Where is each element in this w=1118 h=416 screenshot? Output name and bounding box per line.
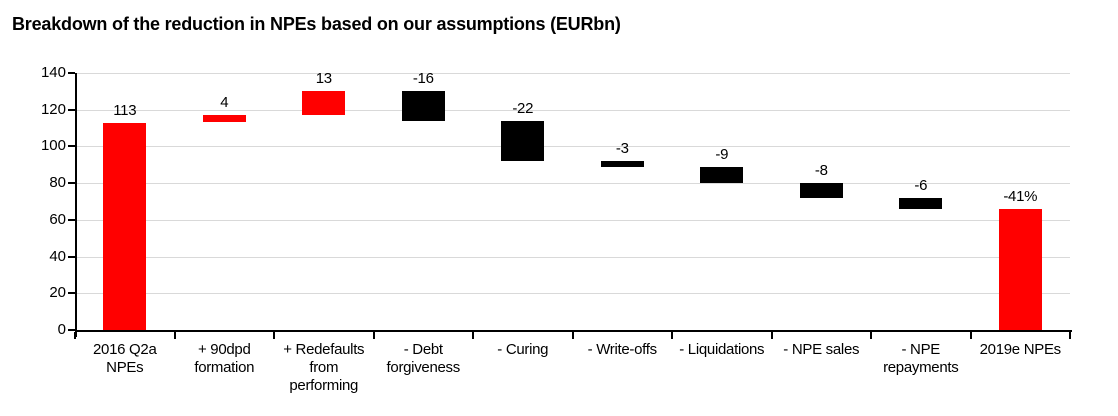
x-axis-category-label: + 90dpd formation [194, 341, 255, 376]
x-axis-tick [571, 332, 574, 339]
bar-value-label: -6 [914, 176, 928, 194]
x-axis-tick [74, 332, 76, 339]
gridline [75, 73, 1070, 74]
waterfall-bar-segment [103, 122, 147, 330]
x-axis-category-label: 2016 Q2a NPEs [93, 341, 157, 376]
bar-value-label: 113 [113, 101, 137, 119]
y-axis-tick-label: 0 [57, 321, 66, 338]
x-axis-category-label: + Redefaults from performing [283, 341, 365, 394]
x-axis-category-label: - Curing [497, 341, 549, 358]
waterfall-bar-segment [998, 208, 1042, 330]
y-axis-tick [68, 329, 75, 331]
x-axis-category-label: - NPE repayments [883, 341, 959, 376]
gridline [75, 220, 1070, 221]
gridline [75, 293, 1070, 294]
bar-value-label: -16 [412, 70, 434, 88]
y-axis-tick-label: 120 [40, 101, 66, 118]
gridline [75, 183, 1070, 184]
x-axis-tick [273, 332, 275, 339]
y-axis-tick [68, 72, 75, 74]
y-axis-tick-label: 60 [49, 211, 66, 228]
waterfall-bar-segment [202, 115, 246, 123]
waterfall-bar-segment [899, 197, 943, 209]
x-axis-tick [671, 332, 673, 339]
x-axis-line [75, 330, 1072, 332]
y-axis-tick [68, 182, 75, 184]
waterfall-bar-segment [799, 183, 843, 198]
x-axis-tick [173, 332, 176, 339]
y-axis-tick [68, 219, 75, 221]
bar-value-label: -9 [715, 145, 729, 163]
bar-value-label: 13 [315, 70, 332, 88]
bar-value-label: -3 [615, 140, 629, 158]
waterfall-bar-segment [302, 91, 346, 116]
x-axis-category-label: - Write-offs [587, 341, 658, 358]
chart-title: Breakdown of the reduction in NPEs based… [12, 14, 621, 34]
y-axis-tick [68, 256, 75, 258]
y-axis-tick [68, 109, 75, 111]
bar-value-label: -22 [512, 99, 534, 117]
y-axis-tick-label: 40 [49, 248, 66, 265]
y-axis-tick [68, 145, 75, 147]
x-axis-category-label: - Liquidations [679, 341, 765, 358]
x-axis-tick [870, 332, 872, 339]
x-axis-tick [770, 332, 773, 339]
y-axis-tick-label: 140 [40, 64, 66, 81]
gridline [75, 110, 1070, 111]
gridline [75, 146, 1070, 147]
x-axis-tick [1069, 332, 1071, 339]
x-axis-tick [472, 332, 474, 339]
waterfall-bar-segment [700, 166, 744, 184]
y-axis-tick-label: 20 [49, 284, 66, 301]
y-axis-line [75, 73, 77, 337]
gridline [75, 257, 1070, 258]
waterfall-bar-segment [600, 161, 644, 167]
x-axis-tick [372, 332, 375, 339]
x-axis-tick [969, 332, 972, 339]
y-axis-tick-label: 100 [40, 137, 66, 154]
x-axis-category-label: - NPE sales [783, 341, 860, 358]
x-axis-category-label: 2019e NPEs [979, 341, 1062, 358]
y-axis-tick-label: 80 [49, 174, 66, 191]
bar-value-label: -41% [1003, 187, 1038, 205]
waterfall-bar-segment [401, 91, 445, 121]
bar-value-label: 4 [220, 94, 229, 112]
x-axis-category-label: - Debt forgiveness [386, 341, 461, 376]
y-axis-tick [68, 292, 75, 294]
bar-value-label: -8 [814, 162, 828, 180]
waterfall-bar-segment [501, 120, 545, 162]
